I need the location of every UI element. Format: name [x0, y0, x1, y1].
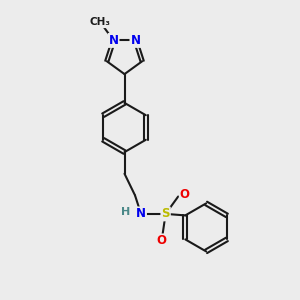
Text: S: S: [161, 207, 170, 220]
Text: O: O: [156, 234, 166, 248]
Text: N: N: [136, 207, 146, 220]
Text: H: H: [121, 207, 130, 218]
Text: CH₃: CH₃: [90, 17, 111, 27]
Text: O: O: [180, 188, 190, 202]
Text: N: N: [130, 34, 140, 47]
Text: N: N: [109, 34, 118, 47]
